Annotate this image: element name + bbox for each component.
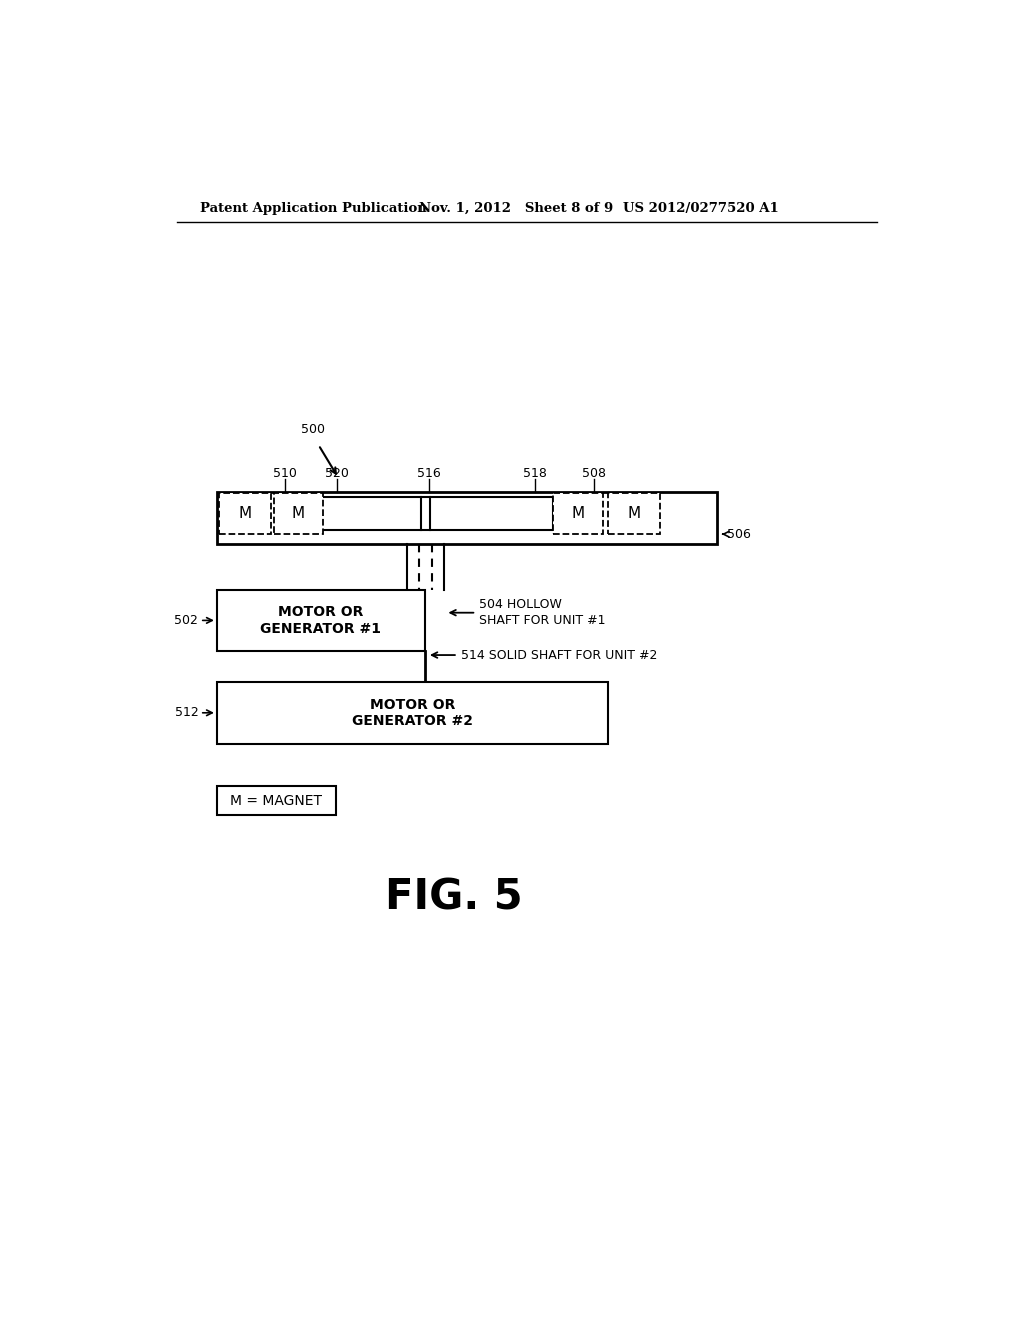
Text: 518: 518	[523, 467, 547, 480]
Text: FIG. 5: FIG. 5	[385, 876, 523, 919]
Text: 500: 500	[301, 422, 326, 436]
Text: M: M	[239, 506, 252, 521]
Text: US 2012/0277520 A1: US 2012/0277520 A1	[624, 202, 779, 215]
Text: Patent Application Publication: Patent Application Publication	[200, 202, 427, 215]
Bar	[217, 492, 717, 544]
Bar	[217, 590, 425, 651]
Bar	[217, 682, 608, 743]
Text: M: M	[571, 506, 585, 521]
Text: 506: 506	[727, 528, 752, 541]
Bar	[217, 785, 336, 816]
Text: 510: 510	[272, 467, 297, 480]
Text: M = MAGNET: M = MAGNET	[230, 793, 323, 808]
Text: M: M	[292, 506, 305, 521]
Text: 508: 508	[582, 467, 606, 480]
Text: 514 SOLID SHAFT FOR UNIT #2: 514 SOLID SHAFT FOR UNIT #2	[461, 648, 657, 661]
Text: 512: 512	[174, 706, 199, 719]
Text: MOTOR OR
GENERATOR #2: MOTOR OR GENERATOR #2	[352, 698, 473, 727]
Text: 516: 516	[418, 467, 441, 480]
Bar	[273, 492, 323, 535]
Bar	[608, 492, 660, 535]
Text: 502: 502	[174, 614, 199, 627]
Bar	[553, 492, 602, 535]
Bar	[298, 498, 553, 529]
Text: MOTOR OR
GENERATOR #1: MOTOR OR GENERATOR #1	[260, 606, 381, 635]
Text: M: M	[628, 506, 641, 521]
Bar	[219, 492, 271, 535]
Text: 520: 520	[325, 467, 349, 480]
Text: Nov. 1, 2012   Sheet 8 of 9: Nov. 1, 2012 Sheet 8 of 9	[419, 202, 613, 215]
Text: 504 HOLLOW
SHAFT FOR UNIT #1: 504 HOLLOW SHAFT FOR UNIT #1	[479, 598, 606, 627]
